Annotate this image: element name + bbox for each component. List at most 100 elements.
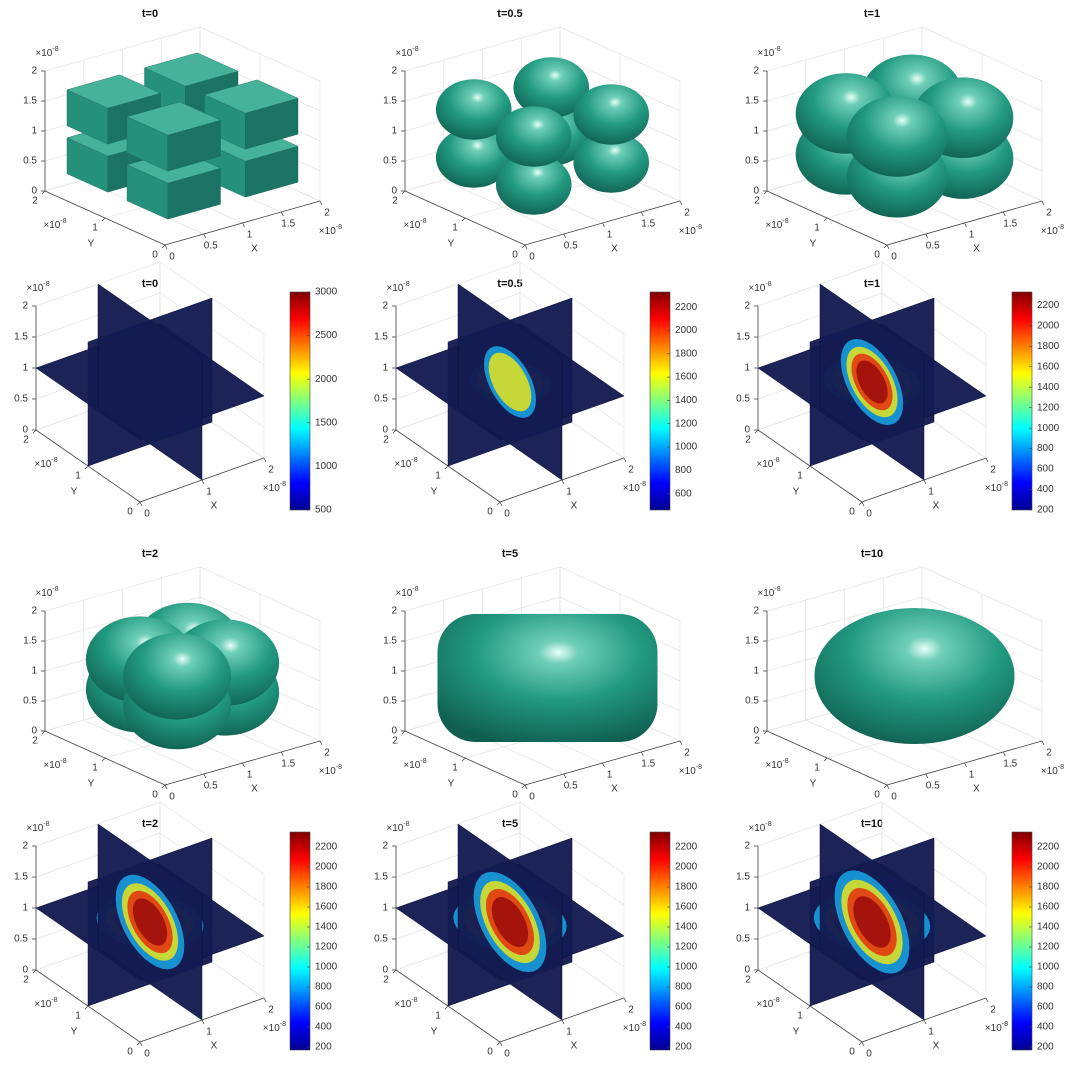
x-tick-label: 1 xyxy=(928,1027,934,1038)
colorbar-tick-label: 1000 xyxy=(675,962,698,973)
y-tick-label: 0 xyxy=(849,507,855,518)
y-tick xyxy=(41,190,46,195)
z-tick-label: 0 xyxy=(391,726,397,737)
colorbar-tick-label: 200 xyxy=(1037,1042,1054,1053)
y-tick xyxy=(32,429,37,434)
y-tick-label: 2 xyxy=(383,975,389,986)
exponent-base: ×10 xyxy=(263,483,280,494)
y-exponent: ×10-8 xyxy=(34,997,57,1010)
exponent-power: -8 xyxy=(773,997,779,1004)
z-tick-label: 0.5 xyxy=(383,156,397,167)
y-tick xyxy=(521,784,526,789)
y-tick xyxy=(84,1005,89,1010)
x-exponent: ×10-8 xyxy=(263,1021,286,1034)
y-axis-label: Y xyxy=(793,1027,800,1038)
z-tick-label: 1.5 xyxy=(383,96,397,107)
y-tick xyxy=(754,969,759,974)
y-tick xyxy=(858,1041,863,1046)
z-tick-label: 1.5 xyxy=(745,636,759,647)
grid-line xyxy=(766,566,923,612)
cube-face xyxy=(203,79,299,114)
x-tick-label: 1.5 xyxy=(281,219,295,230)
exponent-power: -8 xyxy=(411,457,417,464)
x-tick xyxy=(139,1041,143,1047)
z-tick-label: 0 xyxy=(382,425,388,436)
exponent-base: ×10 xyxy=(1041,766,1058,777)
z-tick-label: 0 xyxy=(744,965,750,976)
x-tick-label: 0 xyxy=(866,509,872,520)
x-axis-label: X xyxy=(251,784,258,795)
y-tick-label: 1 xyxy=(92,223,98,234)
z-tick-label: 0.5 xyxy=(745,696,759,707)
z-tick-label: 1.5 xyxy=(23,96,37,107)
grid-line xyxy=(199,26,321,82)
x-tick-label: 1 xyxy=(969,770,975,781)
exponent-power: -8 xyxy=(412,46,418,53)
panel-title: t=10 xyxy=(861,818,883,830)
exponent-power: -8 xyxy=(1002,481,1008,488)
z-tick-label: 1.5 xyxy=(14,872,28,883)
colorbar-tick-label: 800 xyxy=(675,982,692,993)
x-axis-label: X xyxy=(933,1041,940,1052)
z-tick-label: 1.5 xyxy=(745,96,759,107)
panel: t=500.511.5201200.511.52XY×10-8×10-8×10-… xyxy=(383,548,702,803)
x-tick-label: 1 xyxy=(566,1027,572,1038)
colorbar-tick-label: 1400 xyxy=(675,922,698,933)
exponent-power: -8 xyxy=(60,758,66,765)
y-axis-label: Y xyxy=(431,1027,438,1038)
y-tick xyxy=(858,501,863,506)
grid-line xyxy=(766,596,923,642)
colorbar-tick-label: 500 xyxy=(315,505,332,516)
x-tick xyxy=(164,784,168,790)
x-tick-label: 0.5 xyxy=(204,781,218,792)
x-tick xyxy=(499,1041,503,1047)
x-tick xyxy=(201,1019,205,1025)
x-tick-label: 0.5 xyxy=(204,241,218,252)
y-tick xyxy=(32,969,37,974)
exponent-power: -8 xyxy=(280,481,286,488)
x-exponent: ×10-8 xyxy=(679,764,702,777)
x-tick xyxy=(964,222,967,228)
grid-line xyxy=(921,566,1043,622)
x-tick-label: 2 xyxy=(268,465,274,476)
z-exponent: ×10-8 xyxy=(748,281,771,294)
panel-title: t=1 xyxy=(864,8,880,20)
colorbar-tick-label: 1800 xyxy=(1037,341,1060,352)
colorbar-tick-label: 2200 xyxy=(1037,300,1060,311)
x-tick-label: 1.5 xyxy=(641,759,655,770)
isosurface-lobe xyxy=(573,84,650,145)
x-tick xyxy=(640,211,644,217)
x-tick xyxy=(139,501,143,507)
y-tick-label: 0 xyxy=(874,250,880,261)
exponent-base: ×10 xyxy=(26,283,43,294)
x-tick-label: 1 xyxy=(566,487,572,498)
exponent-base: ×10 xyxy=(386,283,403,294)
panel-title: t=10 xyxy=(861,548,883,560)
y-axis-label: Y xyxy=(810,779,817,790)
grid-line xyxy=(199,566,321,622)
exponent-base: ×10 xyxy=(35,588,52,599)
x-tick xyxy=(886,244,890,250)
x-tick-label: 2 xyxy=(684,208,690,219)
z-tick-label: 1 xyxy=(31,666,37,677)
slice-hotspot xyxy=(132,898,168,946)
y-tick-label: 1 xyxy=(452,763,458,774)
z-tick-label: 0 xyxy=(22,965,28,976)
z-tick-label: 0 xyxy=(31,726,37,737)
x-tick-label: 2 xyxy=(628,1005,634,1016)
y-tick-label: 2 xyxy=(392,736,398,747)
slice-hotspot xyxy=(491,896,529,948)
exponent-power: -8 xyxy=(640,481,646,488)
exponent-power: -8 xyxy=(765,281,771,288)
x-tick xyxy=(923,479,927,485)
x-tick-label: 1.5 xyxy=(281,759,295,770)
z-tick-label: 0.5 xyxy=(736,394,750,405)
colorbar-tick-label: 800 xyxy=(1037,443,1054,454)
colorbar-tick-label: 2000 xyxy=(315,374,338,385)
z-tick-label: 1 xyxy=(382,363,388,374)
exponent-base: ×10 xyxy=(985,483,1002,494)
x-exponent: ×10-8 xyxy=(623,481,646,494)
exponent-power: -8 xyxy=(336,224,342,231)
x-tick-label: 1.5 xyxy=(1003,219,1017,230)
